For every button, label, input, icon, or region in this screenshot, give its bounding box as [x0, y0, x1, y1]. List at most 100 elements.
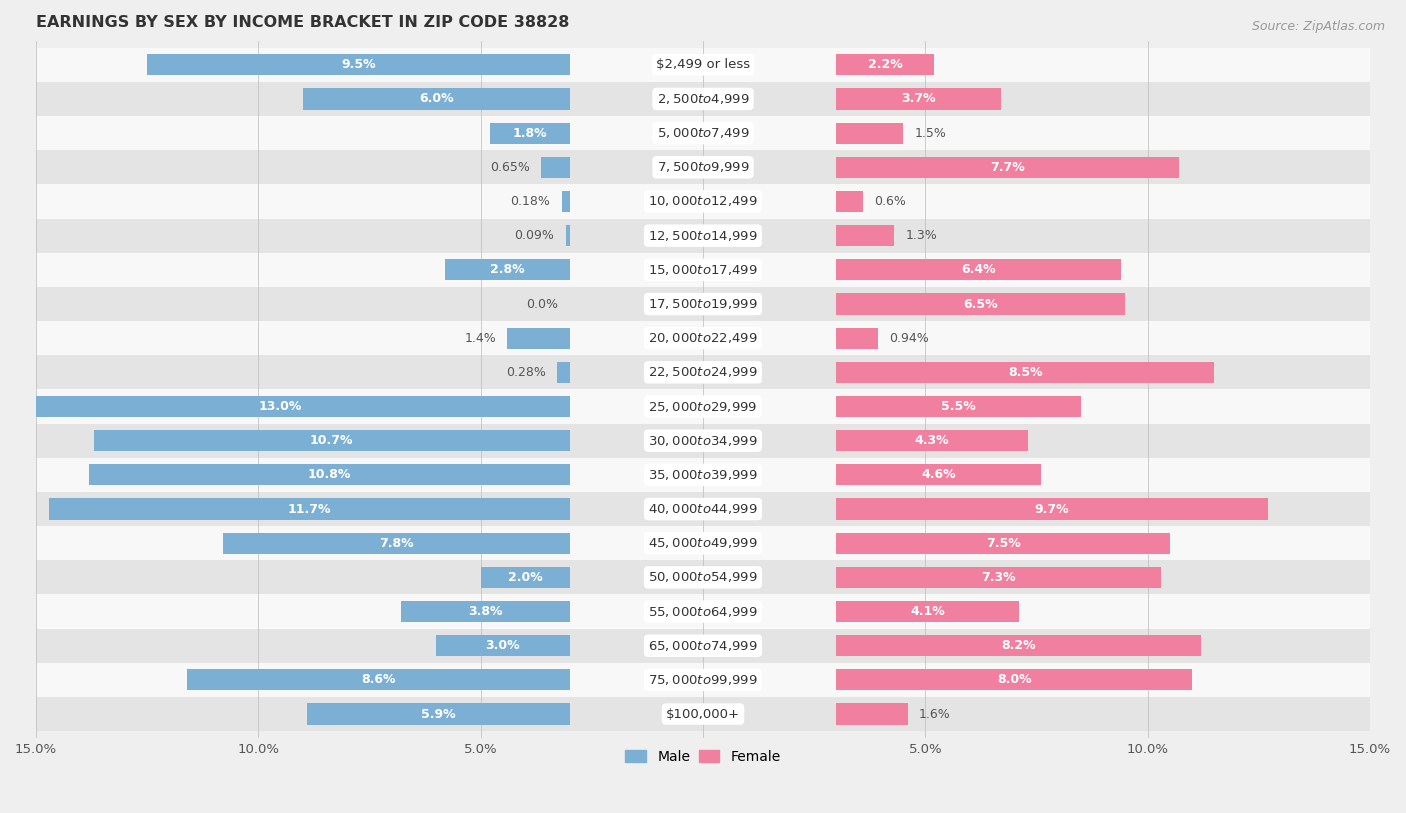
- Text: $100,000+: $100,000+: [666, 707, 740, 720]
- Text: $15,000 to $17,499: $15,000 to $17,499: [648, 263, 758, 277]
- Text: $2,500 to $4,999: $2,500 to $4,999: [657, 92, 749, 106]
- Bar: [837, 54, 934, 76]
- Text: 0.6%: 0.6%: [875, 195, 905, 208]
- Bar: [436, 635, 569, 656]
- Text: 7.8%: 7.8%: [378, 537, 413, 550]
- Bar: [37, 697, 1369, 731]
- Bar: [37, 663, 1369, 697]
- Bar: [837, 89, 1001, 110]
- Bar: [401, 601, 569, 622]
- Bar: [94, 430, 569, 451]
- Bar: [837, 567, 1161, 588]
- Text: 7.3%: 7.3%: [981, 571, 1017, 584]
- Bar: [49, 498, 569, 520]
- Text: 1.6%: 1.6%: [918, 707, 950, 720]
- Text: 7.5%: 7.5%: [986, 537, 1021, 550]
- Text: 3.0%: 3.0%: [485, 639, 520, 652]
- Text: 4.3%: 4.3%: [915, 434, 949, 447]
- Bar: [508, 328, 569, 349]
- Bar: [37, 116, 1369, 150]
- Text: $10,000 to $12,499: $10,000 to $12,499: [648, 194, 758, 208]
- Text: 1.4%: 1.4%: [464, 332, 496, 345]
- Text: $50,000 to $54,999: $50,000 to $54,999: [648, 571, 758, 585]
- Bar: [837, 191, 863, 212]
- Text: $2,499 or less: $2,499 or less: [657, 59, 749, 72]
- Bar: [837, 328, 879, 349]
- Text: 8.6%: 8.6%: [361, 673, 395, 686]
- Text: $35,000 to $39,999: $35,000 to $39,999: [648, 467, 758, 482]
- Bar: [37, 594, 1369, 628]
- Bar: [557, 362, 569, 383]
- Bar: [187, 669, 569, 690]
- Bar: [37, 355, 1369, 389]
- Text: 3.7%: 3.7%: [901, 93, 936, 106]
- Bar: [37, 82, 1369, 116]
- Text: $75,000 to $99,999: $75,000 to $99,999: [648, 673, 758, 687]
- Text: 1.3%: 1.3%: [905, 229, 936, 242]
- Text: 5.5%: 5.5%: [941, 400, 976, 413]
- Bar: [837, 362, 1215, 383]
- Text: $55,000 to $64,999: $55,000 to $64,999: [648, 605, 758, 619]
- Bar: [37, 458, 1369, 492]
- Bar: [37, 321, 1369, 355]
- Bar: [837, 498, 1268, 520]
- Text: $65,000 to $74,999: $65,000 to $74,999: [648, 639, 758, 653]
- Text: 5.9%: 5.9%: [422, 707, 456, 720]
- Text: 2.8%: 2.8%: [491, 263, 524, 276]
- Bar: [37, 424, 1369, 458]
- Text: $40,000 to $44,999: $40,000 to $44,999: [648, 502, 758, 516]
- Text: 4.6%: 4.6%: [921, 468, 956, 481]
- Text: 6.4%: 6.4%: [962, 263, 995, 276]
- Text: EARNINGS BY SEX BY INCOME BRACKET IN ZIP CODE 38828: EARNINGS BY SEX BY INCOME BRACKET IN ZIP…: [37, 15, 569, 30]
- Bar: [0, 396, 569, 417]
- Bar: [837, 225, 894, 246]
- Text: 6.0%: 6.0%: [419, 93, 454, 106]
- Bar: [565, 225, 569, 246]
- Bar: [837, 396, 1081, 417]
- Text: $30,000 to $34,999: $30,000 to $34,999: [648, 433, 758, 448]
- Bar: [37, 150, 1369, 185]
- Bar: [837, 635, 1201, 656]
- Text: $5,000 to $7,499: $5,000 to $7,499: [657, 126, 749, 140]
- Bar: [37, 48, 1369, 82]
- Bar: [37, 492, 1369, 526]
- Bar: [222, 533, 569, 554]
- Text: 10.8%: 10.8%: [308, 468, 352, 481]
- Bar: [481, 567, 569, 588]
- Text: 1.8%: 1.8%: [512, 127, 547, 140]
- Bar: [837, 259, 1121, 280]
- Text: 13.0%: 13.0%: [259, 400, 302, 413]
- Bar: [837, 123, 903, 144]
- Text: 9.5%: 9.5%: [342, 59, 375, 72]
- Bar: [489, 123, 569, 144]
- Text: 0.94%: 0.94%: [890, 332, 929, 345]
- Bar: [837, 601, 1019, 622]
- Bar: [37, 253, 1369, 287]
- Bar: [837, 533, 1170, 554]
- Text: 8.2%: 8.2%: [1001, 639, 1036, 652]
- Bar: [837, 293, 1125, 315]
- Text: 2.0%: 2.0%: [508, 571, 543, 584]
- Bar: [37, 389, 1369, 424]
- Text: 1.5%: 1.5%: [914, 127, 946, 140]
- Text: $12,500 to $14,999: $12,500 to $14,999: [648, 228, 758, 242]
- Text: 0.09%: 0.09%: [515, 229, 554, 242]
- Text: 9.7%: 9.7%: [1035, 502, 1070, 515]
- Text: 8.0%: 8.0%: [997, 673, 1032, 686]
- Bar: [308, 703, 569, 724]
- Text: $20,000 to $22,499: $20,000 to $22,499: [648, 331, 758, 346]
- Text: $7,500 to $9,999: $7,500 to $9,999: [657, 160, 749, 174]
- Text: 10.7%: 10.7%: [309, 434, 353, 447]
- Legend: Male, Female: Male, Female: [620, 744, 786, 769]
- Bar: [561, 191, 569, 212]
- Bar: [37, 185, 1369, 219]
- Bar: [837, 430, 1028, 451]
- Bar: [837, 464, 1040, 485]
- Text: 0.18%: 0.18%: [510, 195, 551, 208]
- Text: 7.7%: 7.7%: [990, 161, 1025, 174]
- Bar: [37, 560, 1369, 594]
- Text: Source: ZipAtlas.com: Source: ZipAtlas.com: [1251, 20, 1385, 33]
- Bar: [837, 157, 1178, 178]
- Text: $45,000 to $49,999: $45,000 to $49,999: [648, 537, 758, 550]
- Text: 0.65%: 0.65%: [489, 161, 530, 174]
